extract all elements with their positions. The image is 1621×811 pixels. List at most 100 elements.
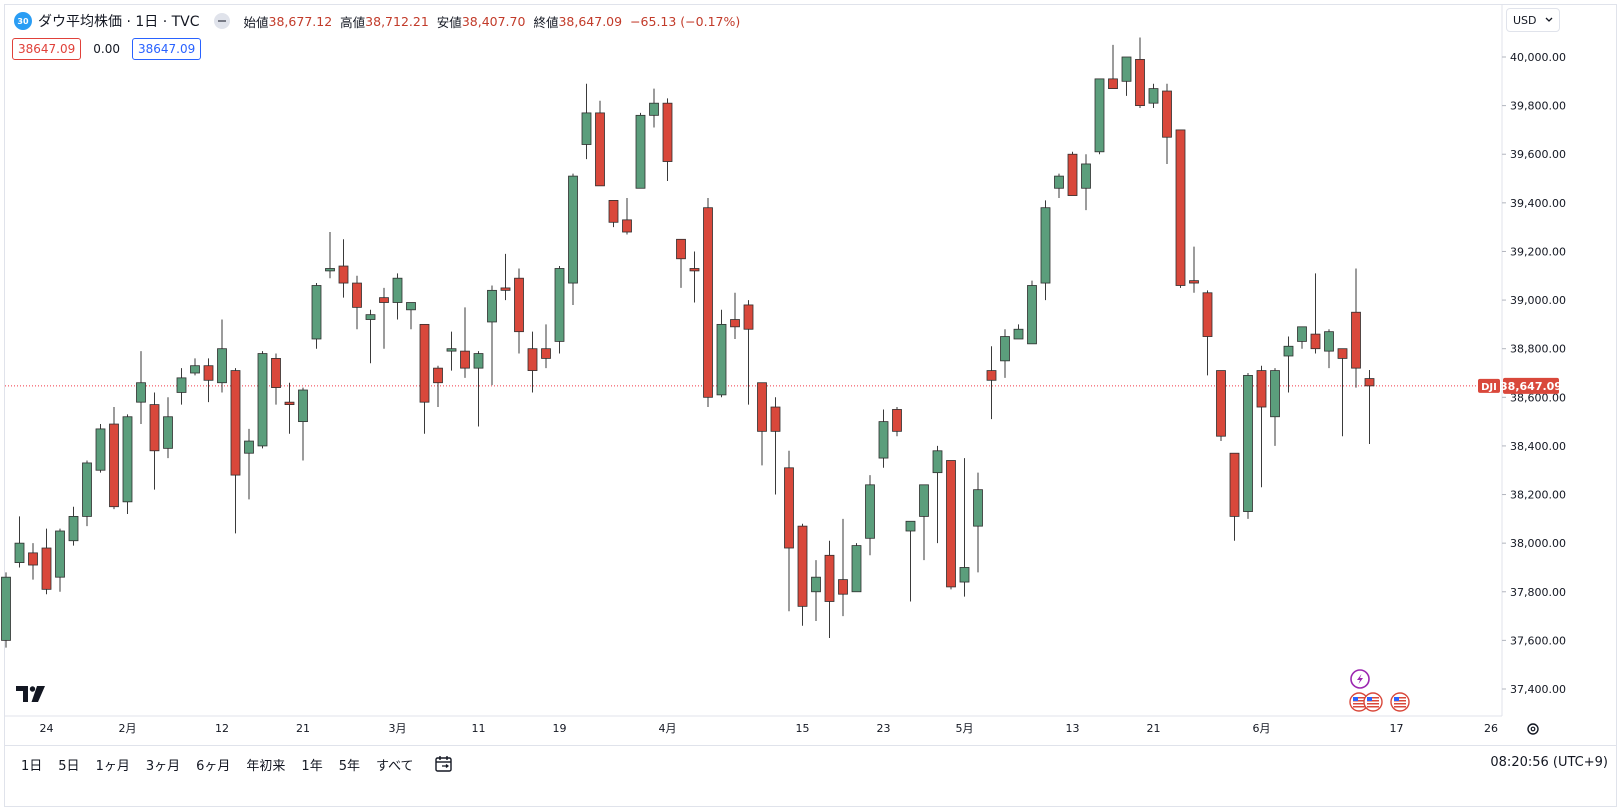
range-5d[interactable]: 5日 (58, 758, 80, 774)
candle[interactable] (392, 273, 403, 320)
candle[interactable] (365, 309, 376, 364)
candle[interactable] (325, 232, 335, 279)
candle[interactable] (136, 351, 146, 425)
candle[interactable] (1243, 373, 1253, 519)
candle[interactable] (1189, 246, 1199, 293)
range-3m[interactable]: 3ヶ月 (145, 758, 181, 774)
candle[interactable] (1364, 370, 1375, 445)
candle[interactable] (622, 197, 632, 235)
candle[interactable] (419, 323, 430, 434)
candle[interactable] (14, 516, 25, 568)
range-6m[interactable]: 6ヶ月 (196, 758, 231, 774)
candle[interactable] (1216, 370, 1226, 442)
candle[interactable] (1108, 44, 1118, 89)
candle[interactable] (676, 238, 686, 288)
sell-price-button[interactable]: 38647.09 (12, 38, 82, 60)
candle[interactable] (905, 520, 916, 602)
candle[interactable] (770, 397, 781, 495)
candle[interactable] (163, 397, 173, 459)
candle[interactable] (730, 292, 740, 339)
range-1d[interactable]: 1日 (21, 758, 43, 774)
candle[interactable] (122, 414, 133, 514)
candle[interactable] (892, 407, 902, 437)
candle[interactable] (946, 460, 956, 590)
range-all[interactable]: すべて (375, 758, 414, 774)
candle[interactable] (959, 458, 970, 597)
candle[interactable] (109, 407, 119, 510)
candle[interactable] (487, 285, 497, 386)
candle[interactable] (797, 523, 808, 626)
candle[interactable] (1283, 336, 1294, 393)
range-5y[interactable]: 5年 (338, 758, 360, 774)
candle[interactable] (68, 506, 79, 546)
range-ytd[interactable]: 年初来 (246, 758, 286, 774)
candle[interactable] (1162, 83, 1172, 164)
candle[interactable] (608, 200, 619, 228)
candle[interactable] (919, 484, 929, 561)
candle[interactable] (1324, 329, 1334, 369)
us-flag-icon[interactable] (1390, 692, 1410, 712)
candle[interactable] (473, 351, 484, 427)
candle[interactable] (743, 300, 754, 405)
candle[interactable] (811, 560, 821, 621)
candle[interactable] (716, 309, 727, 398)
candle[interactable] (703, 197, 713, 408)
candle[interactable] (176, 368, 187, 405)
candle[interactable] (28, 543, 38, 580)
candle[interactable] (1270, 368, 1280, 446)
candle[interactable] (352, 275, 362, 330)
candle[interactable] (406, 302, 416, 330)
candle[interactable] (1094, 78, 1105, 155)
candle[interactable] (311, 283, 322, 349)
candle[interactable] (1175, 129, 1186, 288)
candle[interactable] (689, 251, 700, 303)
range-1m[interactable]: 1ヶ月 (95, 758, 130, 774)
candle[interactable] (865, 475, 875, 556)
candle[interactable] (217, 319, 227, 393)
candle[interactable] (973, 472, 983, 573)
candle[interactable] (878, 409, 889, 468)
tv-logo-icon[interactable] (16, 686, 46, 706)
symbol-title[interactable]: ダウ平均株価 · 1日 · TVC (38, 14, 200, 30)
candle[interactable] (1256, 365, 1267, 488)
range-1y[interactable]: 1年 (301, 758, 323, 774)
candle[interactable] (446, 331, 457, 371)
candle[interactable] (1202, 290, 1213, 376)
candle[interactable] (1297, 326, 1307, 349)
candle[interactable] (41, 528, 52, 595)
candle[interactable] (203, 358, 214, 403)
candle[interactable] (1067, 151, 1078, 196)
settings-icon[interactable] (1527, 723, 1539, 735)
candle[interactable] (460, 307, 470, 378)
calendar-icon[interactable] (434, 755, 454, 773)
candle[interactable] (284, 382, 295, 434)
candle[interactable] (55, 528, 65, 592)
candle[interactable] (635, 112, 646, 189)
candle[interactable] (298, 387, 308, 461)
candle[interactable] (662, 98, 673, 181)
candle[interactable] (1148, 83, 1159, 109)
candle[interactable] (568, 173, 578, 305)
buy-price-button[interactable]: 38647.09 (131, 38, 202, 60)
candle[interactable] (932, 445, 943, 544)
candle[interactable] (757, 382, 767, 466)
us-flag-icon[interactable] (1349, 692, 1369, 712)
collapse-icon[interactable] (213, 13, 230, 29)
candle[interactable] (824, 540, 835, 638)
us-flag-icon[interactable] (1363, 692, 1383, 712)
candle[interactable] (1027, 280, 1037, 345)
candle[interactable] (379, 287, 389, 349)
candle[interactable] (554, 266, 565, 354)
candle[interactable] (1040, 200, 1051, 301)
candle[interactable] (595, 100, 605, 187)
candle[interactable] (986, 346, 997, 420)
candle[interactable] (338, 239, 349, 298)
candle[interactable] (527, 331, 538, 393)
candle[interactable] (500, 253, 511, 301)
candle[interactable] (95, 424, 106, 473)
candle[interactable] (838, 518, 848, 617)
symbol-badge[interactable]: 30 (14, 12, 32, 30)
candle[interactable] (82, 460, 92, 527)
candle[interactable] (851, 543, 862, 593)
candle[interactable] (514, 268, 524, 354)
